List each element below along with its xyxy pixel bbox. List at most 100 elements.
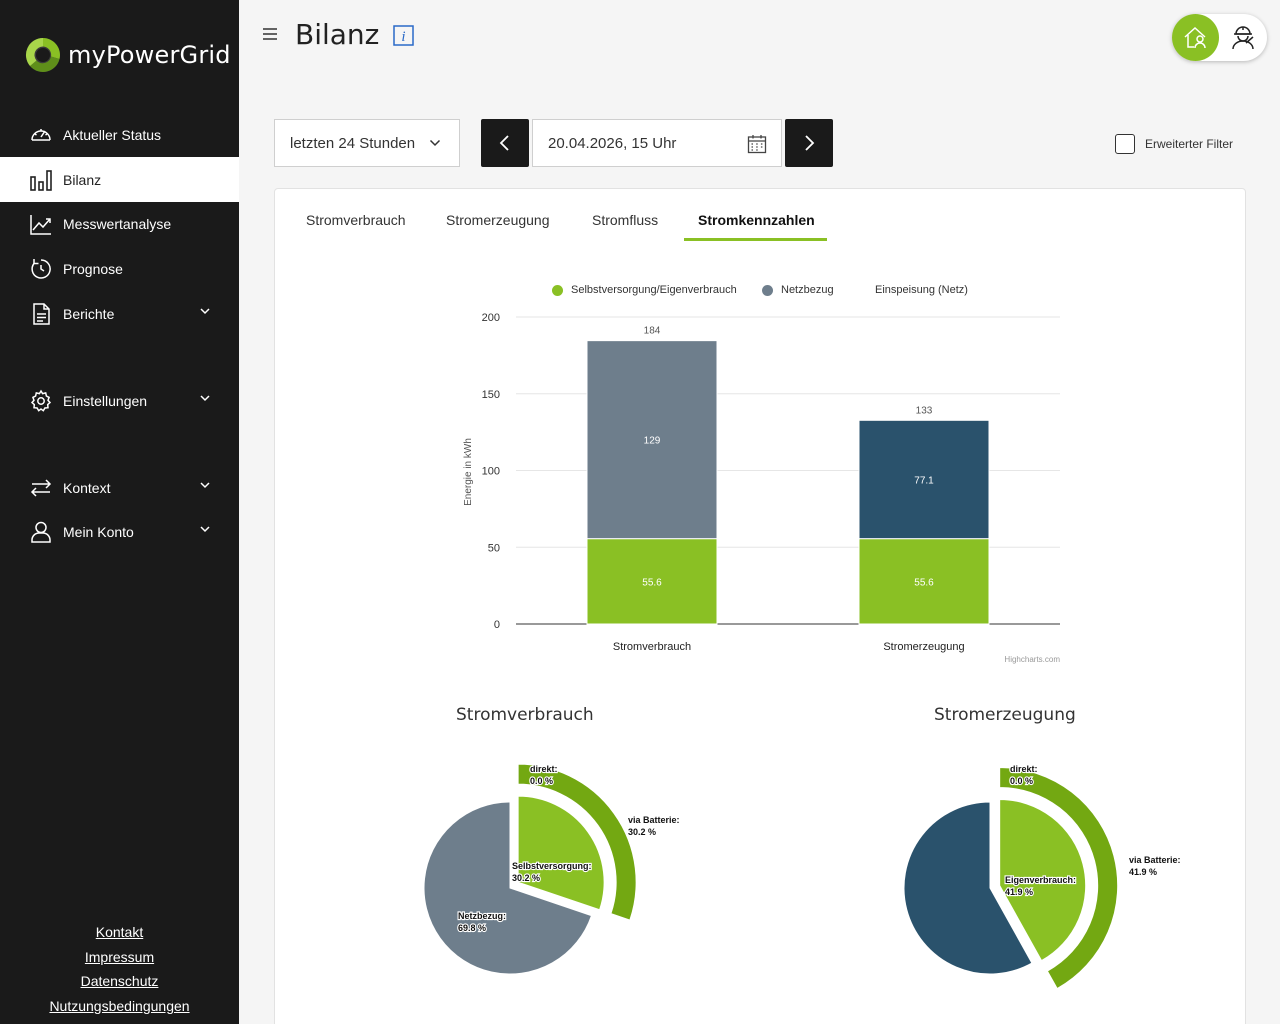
tab-stromverbrauch[interactable]: Stromverbrauch <box>306 212 406 228</box>
role-toggle[interactable] <box>1172 14 1267 61</box>
sidebar-item-label: Kontext <box>63 479 111 496</box>
bar-chart-icon <box>28 167 54 193</box>
pie-slice <box>999 798 1087 962</box>
sidebar-item-bilanz[interactable]: Bilanz <box>0 157 239 202</box>
installer-role-icon[interactable] <box>1229 23 1257 51</box>
bar-segment <box>858 419 990 540</box>
ring-label-via-batterie: via Batterie: <box>628 815 680 825</box>
y-tick-label: 0 <box>494 619 500 631</box>
app-logo[interactable]: myPowerGrid <box>24 36 231 74</box>
stack-total-label: 133 <box>916 405 933 416</box>
chevron-left-icon <box>499 135 509 151</box>
legend-label: Selbstversorgung/Eigenverbrauch <box>571 284 737 296</box>
page-title: Bilanz <box>295 18 380 51</box>
user-icon <box>28 519 54 545</box>
ring-label-via-batterie-value: 30.2 % <box>628 827 656 837</box>
line-chart-icon <box>28 211 54 237</box>
sidebar-item-mein-konto[interactable]: Mein Konto <box>0 509 239 554</box>
chevron-down-icon <box>200 308 210 315</box>
sidebar-item-aktueller-status[interactable]: Aktueller Status <box>0 112 239 157</box>
chevron-down-icon <box>200 395 210 402</box>
sidebar-item-label: Berichte <box>63 305 115 322</box>
legend-item-einspeisung[interactable]: Einspeisung (Netz) <box>875 284 968 296</box>
next-period-button[interactable] <box>785 119 833 167</box>
power-ring-logo-icon <box>25 37 60 73</box>
time-range-value: letzten 24 Stunden <box>290 134 416 152</box>
pie-ring-segment <box>517 763 637 921</box>
slice-label: Eigenverbrauch: <box>1005 875 1076 885</box>
sidebar-item-berichte[interactable]: Berichte <box>0 291 239 336</box>
slice-label-value: 69.8 % <box>458 923 486 933</box>
y-tick-label: 100 <box>482 466 500 478</box>
data-label: 55.6 <box>642 577 662 588</box>
pie-title-stromverbrauch: Stromverbrauch <box>456 705 594 725</box>
extended-filter-toggle[interactable]: Erweiterter Filter <box>1115 134 1233 154</box>
stromerzeugung-pie-chart: direkt: 0.0 % via Batterie: 41.9 % Eigenverb… <box>903 763 1182 990</box>
tab-stromerzeugung[interactable]: Stromerzeugung <box>446 212 550 228</box>
y-tick-label: 50 <box>488 542 500 554</box>
gauge-icon <box>28 122 54 148</box>
footer-link-impressum[interactable]: Impressum <box>84 948 155 965</box>
app-name: myPowerGrid <box>68 41 231 69</box>
ring-label-direkt-value: 0.0 % <box>1010 776 1033 786</box>
gear-icon <box>28 388 54 414</box>
ring-label-via-batterie-value: 41.9 % <box>1129 867 1157 877</box>
calendar-icon[interactable] <box>747 134 767 154</box>
ring-label-direkt-value: 0.0 % <box>530 776 553 786</box>
sidebar: myPowerGrid Aktueller Status Bilanz Mess… <box>0 0 239 1024</box>
sidebar-item-einstellungen[interactable]: Einstellungen <box>0 378 239 423</box>
chevron-down-icon <box>200 526 210 533</box>
legend-label: Netzbezug <box>781 284 834 296</box>
slice-label: Netzbezug: <box>458 911 506 921</box>
pie-slice <box>423 801 593 975</box>
info-icon[interactable]: i <box>393 25 414 46</box>
legend-item-netzbezug[interactable]: Netzbezug <box>762 284 834 296</box>
time-range-select[interactable]: letzten 24 Stunden <box>274 119 460 167</box>
extended-filter-checkbox[interactable] <box>1115 134 1135 154</box>
chevron-right-icon <box>805 135 815 151</box>
tab-stromkennzahlen[interactable]: Stromkennzahlen <box>698 212 815 228</box>
slice-label: Selbstversorgung: <box>512 861 592 871</box>
sidebar-item-messwertanalyse[interactable]: Messwertanalyse <box>0 201 239 246</box>
forecast-icon <box>28 256 54 282</box>
footer-link-datenschutz[interactable]: Datenschutz <box>80 973 159 990</box>
bar-segment <box>858 538 990 625</box>
chart-credit: Highcharts.com <box>1004 655 1060 664</box>
data-label: 129 <box>644 436 661 447</box>
chevron-down-icon <box>200 482 210 489</box>
bar-segment <box>586 340 718 540</box>
pie-title-stromerzeugung: Stromerzeugung <box>934 705 1076 725</box>
bar-segment <box>586 538 718 625</box>
stromverbrauch-pie-chart: direkt: 0.0 % via Batterie: 30.2 % Selbstver… <box>423 763 681 975</box>
tab-stromfluss[interactable]: Stromfluss <box>592 212 659 228</box>
stack-total-label: 184 <box>644 326 661 337</box>
y-tick-label: 200 <box>482 312 500 324</box>
document-icon <box>28 301 54 327</box>
y-tick-label: 150 <box>482 389 500 401</box>
ring-label-via-batterie: via Batterie: <box>1129 855 1181 865</box>
home-user-icon <box>1183 26 1206 48</box>
sidebar-item-prognose[interactable]: Prognose <box>0 246 239 291</box>
sidebar-item-label: Mein Konto <box>63 523 134 540</box>
extended-filter-label: Erweiterter Filter <box>1145 137 1234 151</box>
footer-link-kontakt[interactable]: Kontakt <box>95 924 144 940</box>
active-tab-indicator <box>684 238 827 241</box>
ring-label-direkt: direkt: <box>530 764 558 774</box>
slice-label-value: 30.2 % <box>512 873 540 883</box>
hamburger-menu-icon[interactable] <box>262 26 278 42</box>
home-user-role-button[interactable] <box>1172 14 1219 61</box>
swap-arrows-icon <box>28 475 54 501</box>
legend-label: Einspeisung (Netz) <box>875 284 968 296</box>
svg-text:i: i <box>401 29 405 45</box>
sidebar-item-kontext[interactable]: Kontext <box>0 465 239 510</box>
data-label: 77.1 <box>914 475 934 486</box>
previous-period-button[interactable] <box>481 119 529 167</box>
legend-marker <box>552 284 563 296</box>
pie-slice <box>903 801 1033 975</box>
footer-link-nutzungsbedingungen[interactable]: Nutzungsbedingungen <box>49 997 190 1014</box>
legend-marker <box>762 284 773 296</box>
sidebar-item-label: Einstellungen <box>63 392 148 409</box>
date-value: 20.04.2026, 15 Uhr <box>548 134 677 152</box>
legend-item-selbstversorgung[interactable]: Selbstversorgung/Eigenverbrauch <box>552 284 737 296</box>
date-input[interactable]: 20.04.2026, 15 Uhr <box>532 119 782 167</box>
